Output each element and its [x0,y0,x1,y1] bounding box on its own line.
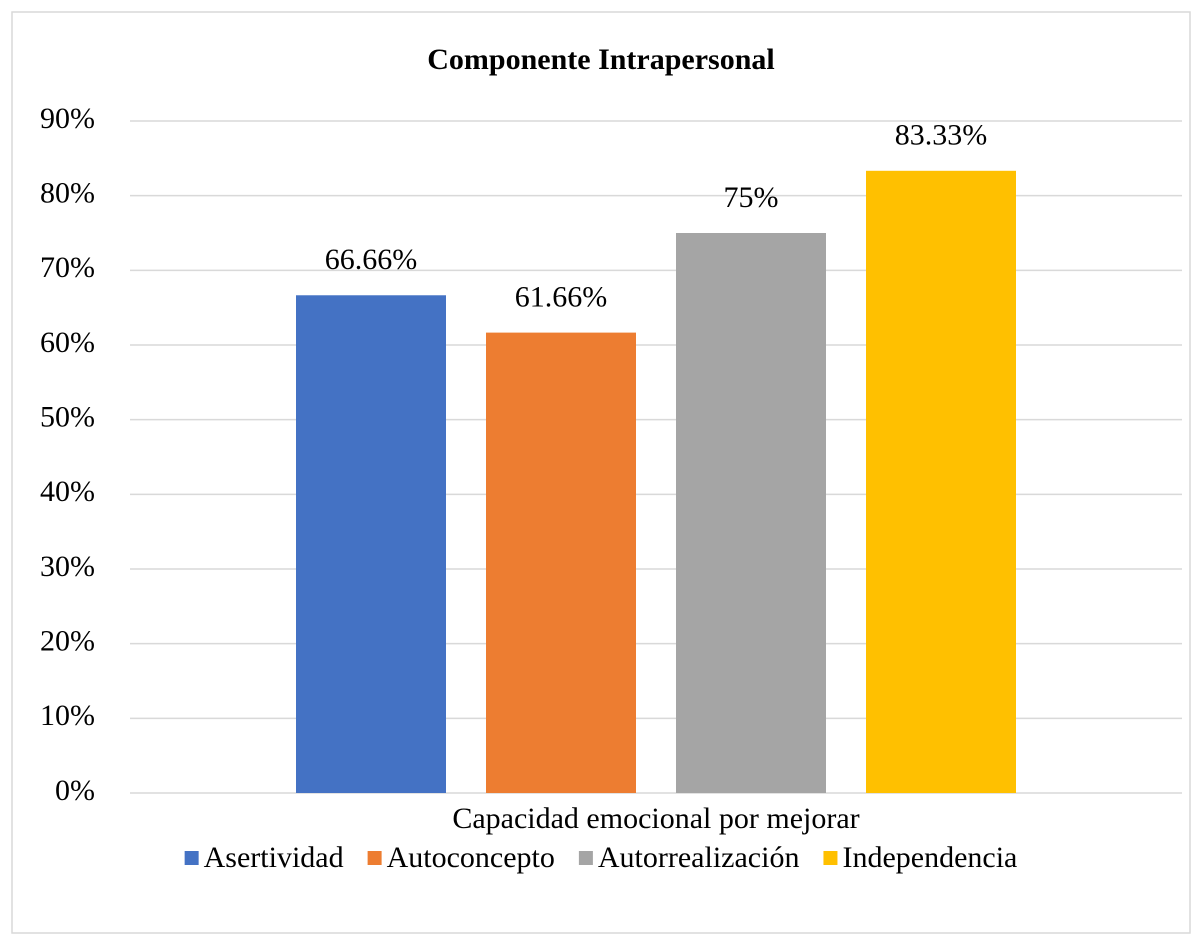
legend-swatch [367,851,382,865]
legend-label: Independencia [842,841,1017,874]
chart-title: Componente Intrapersonal [427,43,775,76]
y-tick-label: 90% [40,102,95,135]
bar [296,295,446,793]
y-tick-label: 50% [40,401,95,434]
legend-label: Asertividad [204,841,344,874]
legend-label: Autorrealización [598,841,800,874]
data-label: 75% [724,181,779,214]
legend-swatch [823,851,838,865]
y-tick-label: 30% [40,550,95,583]
data-label: 66.66% [325,243,418,276]
x-tick-label: Capacidad emocional por mejorar [452,802,859,835]
bar [866,170,1016,793]
bar [676,233,826,793]
y-tick-label: 60% [40,326,95,359]
y-tick-label: 70% [40,251,95,284]
y-tick-label: 80% [40,177,95,210]
data-label: 61.66% [515,280,608,313]
data-label: 83.33% [895,119,988,152]
legend-swatch [578,851,593,865]
y-tick-label: 10% [40,699,95,732]
y-tick-label: 20% [40,625,95,658]
bar [486,332,636,793]
y-tick-label: 40% [40,475,95,508]
legend-label: Autoconcepto [387,841,555,874]
y-tick-label: 0% [55,774,95,807]
legend-swatch [184,851,199,865]
